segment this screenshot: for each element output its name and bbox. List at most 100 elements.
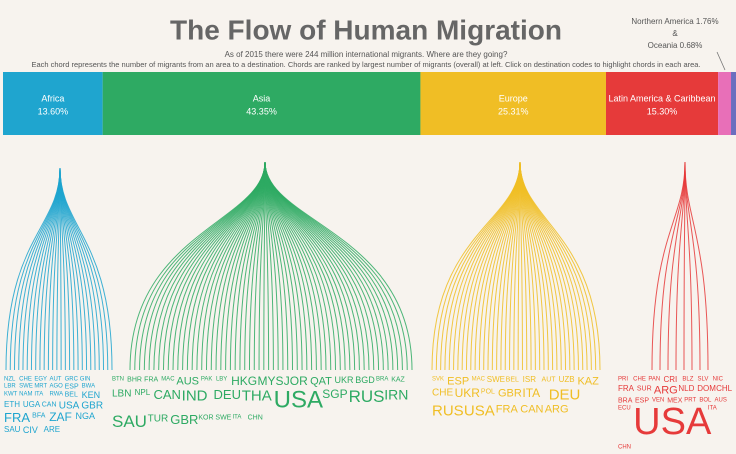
destination-code[interactable]: SGP bbox=[322, 387, 347, 401]
destination-code[interactable]: DEU bbox=[214, 387, 241, 402]
destination-code[interactable]: PRI bbox=[618, 377, 628, 383]
destination-code[interactable]: AUT bbox=[49, 377, 61, 383]
destination-code[interactable]: TUR bbox=[148, 414, 169, 425]
destination-code[interactable]: PAN bbox=[648, 377, 660, 383]
destination-code[interactable]: AGO bbox=[49, 384, 63, 390]
destination-code[interactable]: AUS bbox=[715, 398, 727, 404]
destination-code[interactable]: CAN bbox=[153, 387, 180, 402]
destination-code[interactable]: LBR bbox=[4, 384, 16, 390]
destination-code[interactable]: ECU bbox=[618, 406, 631, 412]
bar-segment[interactable] bbox=[718, 72, 732, 135]
destination-code[interactable]: UGA bbox=[23, 400, 41, 409]
destination-code[interactable]: FRA bbox=[496, 403, 519, 415]
destination-code[interactable]: UKR bbox=[455, 386, 481, 400]
destination-code[interactable]: NPL bbox=[135, 388, 151, 397]
bar-segment[interactable] bbox=[605, 72, 719, 135]
destination-code[interactable]: SUR bbox=[637, 385, 652, 392]
destination-code[interactable]: BRA bbox=[376, 377, 388, 383]
destination-code[interactable]: LBN bbox=[112, 389, 131, 400]
destination-code[interactable]: CHE bbox=[19, 377, 32, 383]
destination-code[interactable]: NGA bbox=[76, 411, 96, 421]
destination-code[interactable]: KWT bbox=[4, 392, 18, 398]
destination-code[interactable]: GBR bbox=[81, 401, 103, 412]
destination-code[interactable]: RWA bbox=[49, 392, 63, 398]
destination-code[interactable]: RUS bbox=[432, 402, 464, 419]
bar-segment[interactable] bbox=[3, 72, 103, 135]
destination-code[interactable]: GBR bbox=[498, 387, 522, 399]
destination-code[interactable]: CAN bbox=[42, 401, 57, 408]
destination-code[interactable]: AUS bbox=[176, 375, 199, 387]
destination-code[interactable]: ISR bbox=[523, 375, 537, 384]
destination-code[interactable]: ETH bbox=[4, 400, 20, 409]
destination-code[interactable]: ITA bbox=[522, 386, 540, 400]
destination-code[interactable]: CHN bbox=[618, 445, 631, 451]
destination-code[interactable]: USA bbox=[274, 386, 323, 413]
destination-code[interactable]: BHR bbox=[127, 376, 142, 383]
destination-code[interactable]: CAN bbox=[520, 403, 543, 415]
destination-code[interactable]: PAK bbox=[201, 377, 213, 383]
destination-code[interactable]: JOR bbox=[284, 374, 308, 388]
destination-code[interactable]: ESP bbox=[65, 383, 79, 390]
destination-code[interactable]: DEU bbox=[549, 386, 581, 403]
destination-code[interactable]: CHE bbox=[633, 377, 646, 383]
destination-code[interactable]: SWE bbox=[19, 384, 33, 390]
destination-code[interactable]: ITA bbox=[34, 392, 43, 398]
destination-code[interactable]: ARE bbox=[44, 425, 60, 434]
destination-code[interactable]: SAU bbox=[112, 412, 147, 431]
destination-code[interactable]: AUT bbox=[542, 376, 557, 383]
destination-code[interactable]: CRI bbox=[663, 375, 677, 384]
destination-code[interactable]: SAU bbox=[4, 425, 21, 434]
destination-code[interactable]: CHN bbox=[248, 414, 263, 421]
destination-code[interactable]: BOL bbox=[699, 398, 712, 404]
destination-code[interactable]: ZAF bbox=[49, 410, 72, 424]
destination-code[interactable]: USA bbox=[464, 402, 495, 419]
destination-code[interactable]: BGD bbox=[355, 375, 375, 385]
destination-code[interactable]: UZB bbox=[559, 375, 575, 384]
destination-code[interactable]: NIC bbox=[713, 377, 724, 383]
bar-segment[interactable] bbox=[731, 72, 736, 135]
destination-code[interactable]: RUS bbox=[349, 387, 385, 406]
destination-code[interactable]: USA bbox=[633, 401, 712, 443]
destination-code[interactable]: FRA bbox=[618, 384, 635, 393]
destination-code[interactable]: POL bbox=[481, 388, 495, 395]
destination-code[interactable]: VEN bbox=[652, 398, 664, 404]
destination-code[interactable]: BLZ bbox=[682, 377, 693, 383]
destination-code[interactable]: FRA bbox=[4, 410, 30, 425]
destination-code[interactable]: DOM bbox=[697, 384, 716, 393]
destination-code[interactable]: BTN bbox=[112, 377, 124, 383]
destination-code[interactable]: KAZ bbox=[391, 376, 405, 383]
destination-code[interactable]: FRA bbox=[144, 376, 158, 383]
destination-code[interactable]: SVK bbox=[432, 377, 444, 383]
destination-code[interactable]: MAC bbox=[472, 377, 486, 383]
destination-code[interactable]: BRA bbox=[618, 397, 633, 404]
destination-code[interactable]: ITA bbox=[708, 406, 717, 412]
destination-code[interactable]: GIN bbox=[80, 377, 91, 383]
destination-code[interactable]: SLV bbox=[698, 377, 709, 383]
destination-code[interactable]: HKG bbox=[231, 374, 257, 388]
destination-code[interactable]: ESP bbox=[447, 375, 469, 387]
destination-code[interactable]: CHL bbox=[716, 384, 733, 393]
bar-segment[interactable] bbox=[420, 72, 606, 135]
destination-code[interactable]: NLD bbox=[678, 384, 694, 393]
destination-code[interactable]: THA bbox=[242, 387, 272, 404]
destination-code[interactable]: MEX bbox=[667, 397, 683, 404]
destination-code[interactable]: CIV bbox=[23, 425, 38, 435]
destination-code[interactable]: MAC bbox=[161, 377, 175, 383]
destination-code[interactable]: MYS bbox=[257, 374, 283, 388]
destination-code[interactable]: GBR bbox=[170, 412, 198, 427]
destination-code[interactable]: SWE bbox=[487, 375, 505, 384]
destination-code[interactable]: LBY bbox=[216, 377, 227, 383]
destination-code[interactable]: NAM bbox=[19, 392, 32, 398]
destination-code[interactable]: BEL bbox=[506, 376, 519, 383]
destination-code[interactable]: USA bbox=[59, 401, 80, 412]
destination-code[interactable]: BFA bbox=[32, 412, 46, 419]
destination-code[interactable]: BWA bbox=[82, 384, 95, 390]
destination-code[interactable]: KEN bbox=[82, 390, 101, 400]
destination-code[interactable]: BEL bbox=[65, 391, 78, 398]
destination-code[interactable]: ARG bbox=[545, 403, 569, 415]
destination-code[interactable]: ITA bbox=[232, 415, 241, 421]
bar-segment[interactable] bbox=[102, 72, 421, 135]
destination-code[interactable]: EGY bbox=[34, 377, 47, 383]
destination-code[interactable]: ARG bbox=[654, 384, 678, 396]
destination-code[interactable]: IRN bbox=[384, 387, 408, 403]
